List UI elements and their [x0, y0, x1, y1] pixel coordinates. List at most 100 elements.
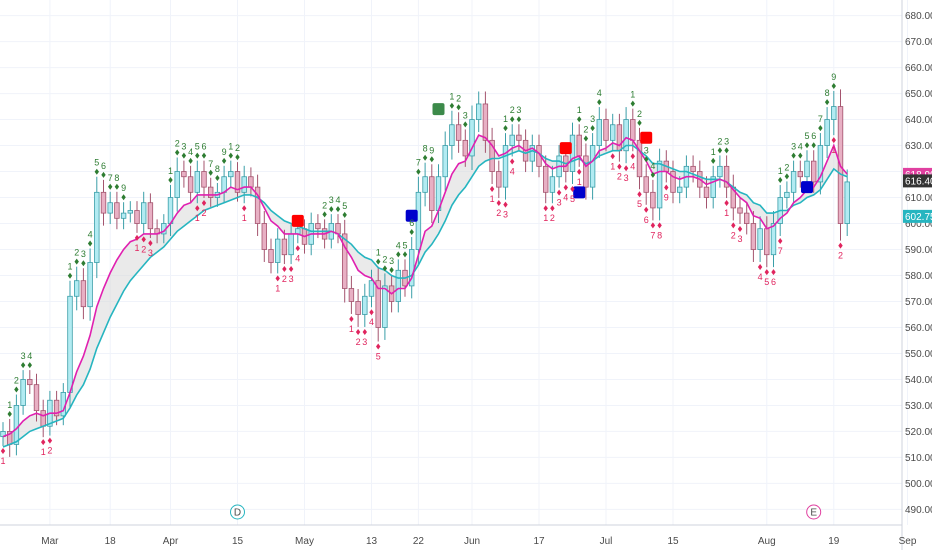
buy-count: 2 [235, 143, 240, 161]
candle-body [368, 280, 375, 297]
buy-count: 3 [329, 195, 334, 213]
count-label: 5 [764, 277, 769, 287]
event-marker: D [230, 504, 245, 520]
count-diamond [784, 173, 790, 180]
count-diamond [429, 156, 434, 163]
candle [596, 107, 602, 159]
count-diamond [416, 168, 421, 175]
candle-body [455, 124, 462, 141]
count-label: 3 [503, 210, 508, 220]
count-diamond [496, 200, 501, 207]
count-label: 3 [389, 256, 394, 266]
count-label: 7 [108, 173, 113, 183]
candle [0, 422, 6, 446]
buy-count: 9 [222, 147, 227, 164]
sell-count: 1 [831, 137, 836, 155]
count-diamond [0, 447, 6, 454]
count-diamond [322, 211, 327, 218]
buy-count: 1 [577, 105, 582, 123]
buy-count: 7 [416, 158, 421, 175]
count-diamond [731, 222, 736, 229]
candle [120, 202, 127, 230]
price-tag-label: 602.75 [905, 212, 932, 223]
candle-body [254, 186, 261, 224]
count-label: 2 [637, 109, 642, 119]
candle-body [341, 233, 348, 289]
buy-count: 4 [597, 88, 602, 106]
candle-body [201, 171, 207, 188]
buy-count: 5 [195, 142, 200, 159]
x-tick-label: May [295, 536, 314, 547]
signal-boxes [291, 103, 813, 227]
count-label: 5 [376, 352, 381, 362]
count-label: 2 [356, 337, 361, 347]
candle [20, 370, 26, 415]
sell-count: 5 [764, 269, 769, 287]
sell-count: 1 [490, 186, 495, 204]
count-label: 6 [201, 142, 206, 152]
candle-body [489, 139, 495, 172]
count-diamond [637, 119, 642, 126]
candle [469, 105, 475, 170]
count-diamond [201, 200, 207, 207]
count-label: 1 [376, 248, 381, 258]
candle-body [482, 103, 489, 141]
y-tick-label: 540.00 [905, 375, 932, 386]
candle [636, 127, 643, 190]
candle [241, 165, 247, 204]
candle-body [576, 134, 582, 157]
candle-body [603, 119, 609, 141]
buy-count: 6 [201, 142, 207, 159]
candle [395, 259, 401, 313]
count-label: 2 [784, 162, 789, 172]
count-label: 3 [791, 142, 796, 152]
count-label: 4 [27, 351, 32, 361]
candle-body [502, 145, 509, 188]
candle [362, 283, 368, 327]
signal-box-blue [405, 209, 418, 222]
signal-box-red [640, 131, 653, 144]
candle-body [703, 186, 710, 198]
buy-count: 3 [516, 105, 521, 123]
candle-body [831, 106, 837, 120]
count-label: 2 [47, 446, 52, 456]
candle-body [221, 176, 227, 193]
signal-box-green [432, 103, 445, 116]
candle-body [348, 288, 355, 302]
price-tag-bg [903, 209, 932, 223]
candle [442, 131, 448, 191]
count-diamond [778, 177, 783, 184]
count-label: 1 [275, 283, 280, 293]
buy-count: 1 [711, 147, 716, 164]
candle [817, 133, 824, 195]
candle [643, 164, 649, 205]
count-label: 7 [416, 158, 421, 168]
candle [717, 155, 723, 188]
count-diamond [181, 152, 187, 159]
count-diamond [717, 147, 723, 154]
x-tick-label: 22 [413, 536, 425, 547]
sell-count: 4 [510, 158, 515, 176]
count-diamond [168, 177, 173, 184]
candle-body [207, 186, 214, 198]
count-label: 1 [630, 90, 635, 100]
count-label: 5 [804, 131, 809, 141]
candle-body [650, 191, 656, 209]
price-tag-label: 616.40 [905, 176, 932, 187]
count-label: 3 [329, 195, 334, 205]
price-tag-bg [903, 174, 932, 188]
candle-body [817, 145, 824, 183]
count-label: 3 [644, 145, 649, 155]
candle [181, 160, 187, 188]
count-diamond [650, 171, 656, 178]
x-tick-label: 15 [667, 536, 679, 547]
buy-count: 1 [778, 166, 783, 184]
price-tag: 616.40 [903, 174, 932, 188]
signal-box-red [559, 142, 572, 155]
candle-body [174, 171, 180, 198]
buy-count: 1 [168, 166, 173, 184]
y-tick-label: 610.00 [905, 193, 932, 204]
candle-body [643, 176, 649, 193]
